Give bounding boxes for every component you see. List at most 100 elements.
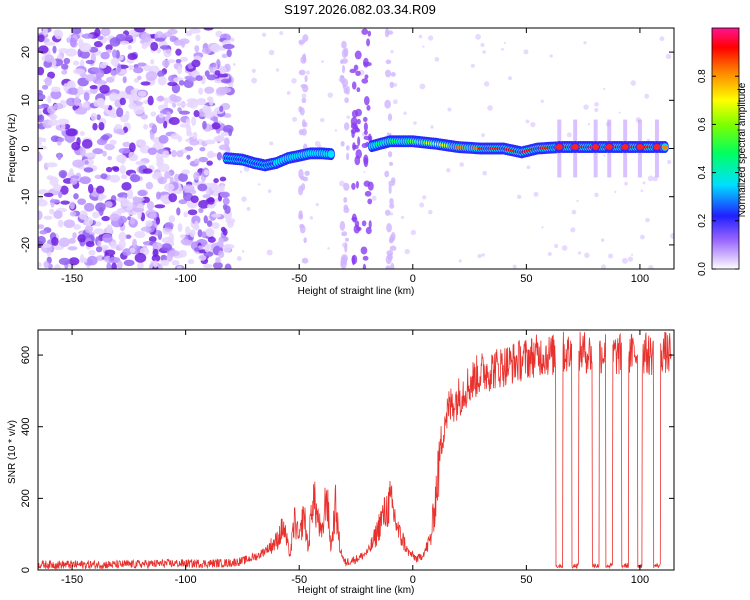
noise-streak <box>364 61 372 67</box>
noise-speckle <box>99 62 107 69</box>
noise-speckle <box>221 53 228 59</box>
noise-speckle <box>204 70 210 77</box>
noise-speckle <box>100 51 110 60</box>
noise-speckle <box>470 63 475 68</box>
noise-speckle <box>667 159 672 165</box>
noise-speckle <box>217 73 229 78</box>
noise-speckle <box>87 255 98 266</box>
noise-speckle <box>70 177 78 185</box>
noise-streak <box>302 53 307 64</box>
noise-speckle <box>218 65 227 75</box>
noise-speckle <box>190 195 199 203</box>
noise-speckle <box>77 198 87 205</box>
noise-speckle <box>38 104 45 110</box>
noise-speckle <box>176 102 187 107</box>
noise-speckle <box>107 105 113 111</box>
noise-speckle <box>180 41 186 48</box>
noise-speckle <box>621 257 628 264</box>
noise-speckle <box>38 145 47 150</box>
noise-speckle <box>178 199 188 205</box>
noise-speckle <box>129 174 141 183</box>
y-tick-label: 600 <box>20 346 32 364</box>
noise-streak <box>352 142 356 151</box>
noise-speckle <box>150 111 157 117</box>
noise-speckle <box>69 168 74 176</box>
noise-speckle <box>241 250 245 253</box>
noise-speckle <box>97 35 104 40</box>
noise-speckle <box>38 136 44 143</box>
noise-speckle <box>38 34 45 43</box>
noise-speckle <box>83 202 95 212</box>
noise-speckle <box>140 226 152 232</box>
snr-series-line <box>38 331 672 570</box>
noise-streak <box>345 85 350 95</box>
noise-speckle <box>481 133 485 138</box>
noise-speckle <box>600 238 605 242</box>
noise-speckle <box>72 159 85 168</box>
noise-speckle <box>219 191 231 198</box>
noise-speckle <box>171 259 180 266</box>
noise-streak <box>360 246 368 255</box>
noise-streak <box>390 177 396 184</box>
noise-streak <box>387 151 393 158</box>
x-tick-label: -150 <box>61 574 83 586</box>
noise-streak <box>340 259 347 269</box>
noise-speckle <box>216 134 225 142</box>
noise-speckle <box>38 114 45 123</box>
noise-speckle <box>261 32 267 37</box>
noise-speckle <box>164 171 172 179</box>
noise-speckle <box>74 108 87 115</box>
noise-speckle <box>207 152 219 158</box>
noise-speckle <box>222 43 235 50</box>
noise-speckle <box>87 183 94 194</box>
noise-speckle <box>428 209 433 215</box>
noise-speckle <box>576 199 579 203</box>
noise-speckle <box>213 178 219 184</box>
noise-speckle <box>219 105 224 113</box>
noise-streak <box>389 161 394 167</box>
noise-speckle <box>58 237 70 248</box>
noise-speckle <box>222 197 230 205</box>
noise-streak <box>344 242 348 253</box>
spectrogram-x-label: Height of straight line (km) <box>298 286 415 297</box>
noise-speckle <box>422 45 425 48</box>
noise-speckle <box>95 69 105 79</box>
noise-streak <box>349 68 357 74</box>
noise-streak <box>343 182 350 191</box>
noise-speckle <box>47 95 52 104</box>
noise-speckle <box>132 196 140 203</box>
noise-speckle <box>157 76 167 86</box>
noise-speckle <box>129 247 136 253</box>
noise-speckle <box>74 96 81 107</box>
noise-speckle <box>203 28 214 31</box>
noise-speckle <box>547 251 552 257</box>
noise-speckle <box>146 200 155 211</box>
noise-speckle <box>106 224 113 235</box>
noise-streak <box>366 105 371 111</box>
noise-speckle <box>92 211 100 219</box>
noise-speckle <box>175 48 182 56</box>
noise-speckle <box>66 81 74 88</box>
spectrogram-y-ticks: -20 -10 0 10 20 <box>20 46 674 253</box>
noise-speckle <box>583 104 589 110</box>
noise-speckle <box>269 141 274 146</box>
noise-speckle <box>109 92 119 102</box>
noise-speckle <box>109 213 120 222</box>
noise-streak <box>343 204 349 210</box>
noise-streak <box>363 135 371 141</box>
noise-speckle <box>121 201 130 207</box>
noise-speckle <box>427 35 434 41</box>
noise-speckle <box>61 69 68 75</box>
noise-speckle <box>422 195 427 200</box>
noise-speckle <box>239 170 243 173</box>
noise-streak <box>298 69 306 76</box>
snr-x-label: Height of straight line (km) <box>298 585 415 596</box>
noise-speckle <box>54 29 64 40</box>
noise-streak <box>344 97 349 104</box>
noise-speckle <box>145 181 154 190</box>
noise-streak <box>351 213 357 223</box>
noise-speckle <box>151 124 158 134</box>
noise-speckle <box>116 154 127 163</box>
noise-speckle <box>327 247 330 250</box>
noise-speckle <box>117 215 128 224</box>
